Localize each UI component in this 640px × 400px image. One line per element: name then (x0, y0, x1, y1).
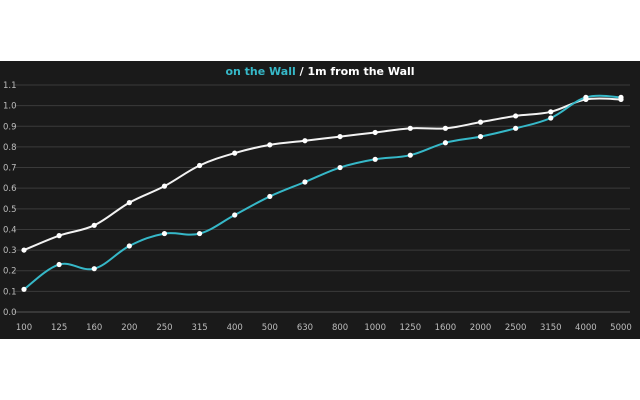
grid-lines (14, 84, 630, 313)
x-tick-label: 1600 (435, 323, 457, 333)
title-series-1m-from-wall: 1m from the Wall (307, 65, 415, 78)
series-line-1m-from-the-wall (23, 97, 622, 252)
series-lines (23, 94, 622, 291)
x-tick-label: 3150 (540, 323, 562, 333)
data-point-on-the-wall (267, 193, 273, 200)
data-point-on-the-wall (232, 212, 238, 218)
data-point-1m-from-the-wall (196, 162, 203, 169)
x-tick-label: 100 (16, 323, 32, 333)
data-point-1m-from-the-wall (337, 133, 343, 140)
series-points (21, 94, 624, 292)
x-tick-label: 630 (297, 323, 313, 333)
x-tick-label: 250 (156, 323, 172, 333)
x-tick-label: 2000 (470, 323, 492, 333)
data-point-on-the-wall (618, 94, 624, 100)
data-point-1m-from-the-wall (442, 125, 449, 131)
y-tick-label: 0.5 (3, 205, 17, 215)
data-point-1m-from-the-wall (56, 233, 62, 239)
x-tick-label: 160 (86, 323, 102, 333)
data-point-on-the-wall (513, 125, 519, 131)
y-tick-label: 1.1 (3, 81, 17, 91)
data-point-1m-from-the-wall (267, 142, 273, 148)
data-point-1m-from-the-wall (126, 200, 132, 206)
data-point-1m-from-the-wall (91, 222, 97, 228)
x-tick-label: 1000 (364, 323, 386, 333)
x-tick-label: 5000 (610, 323, 632, 333)
series-line-on-the-wall (23, 94, 622, 291)
data-point-1m-from-the-wall (407, 125, 413, 131)
data-point-on-the-wall (407, 152, 413, 158)
data-point-on-the-wall (548, 115, 554, 121)
y-tick-label: 0.1 (3, 287, 17, 297)
y-tick-label: 0.7 (3, 164, 17, 174)
x-tick-label: 500 (262, 323, 278, 333)
data-point-on-the-wall (161, 230, 168, 237)
data-point-on-the-wall (126, 243, 132, 249)
title-series-on-the-wall: on the Wall (225, 65, 296, 78)
data-point-on-the-wall (91, 266, 97, 272)
chart-title: on the Wall / 1m from the Wall (0, 65, 640, 78)
y-tick-label: 0.8 (3, 143, 17, 153)
x-tick-label: 315 (191, 323, 207, 333)
y-tick-label: 0.4 (3, 225, 17, 235)
y-tick-label: 0.2 (3, 267, 17, 277)
y-axis-ticks: 0.0 0.1 0.2 0.3 0.4 0.5 0.6 0.7 0.8 0.9 1.0 1.1 (3, 81, 17, 318)
data-point-on-the-wall (372, 156, 378, 162)
data-point-on-the-wall (442, 140, 449, 146)
y-tick-label: 0.0 (3, 308, 17, 318)
data-point-1m-from-the-wall (372, 129, 378, 136)
chart-panel: on the Wall / 1m from the Wall 0.0 0.1 0.2… (0, 61, 640, 339)
title-separator: / (295, 65, 308, 78)
data-point-1m-from-the-wall (161, 183, 168, 189)
y-tick-label: 1.0 (3, 102, 17, 112)
data-point-1m-from-the-wall (21, 247, 27, 253)
y-tick-label: 0.3 (3, 246, 17, 256)
x-tick-label: 125 (51, 323, 67, 333)
data-point-1m-from-the-wall (477, 119, 484, 125)
data-point-1m-from-the-wall (232, 150, 238, 156)
data-point-on-the-wall (302, 179, 308, 185)
data-point-on-the-wall (477, 133, 484, 140)
x-tick-label: 200 (121, 323, 137, 333)
y-tick-label: 0.9 (3, 122, 17, 132)
data-point-1m-from-the-wall (302, 138, 308, 144)
x-tick-label: 400 (227, 323, 243, 333)
data-point-on-the-wall (196, 230, 203, 237)
data-point-1m-from-the-wall (548, 109, 554, 115)
y-tick-label: 0.6 (3, 184, 17, 194)
x-axis-ticks: 100 125 160 200 250 315 400 500 630 800 1000 1250 16… (16, 323, 632, 333)
x-tick-label: 4000 (575, 323, 597, 333)
data-point-on-the-wall (583, 94, 589, 100)
data-point-on-the-wall (337, 164, 343, 171)
data-point-1m-from-the-wall (513, 113, 519, 119)
x-tick-label: 800 (332, 323, 348, 333)
data-point-on-the-wall (56, 261, 62, 268)
line-chart: 0.0 0.1 0.2 0.3 0.4 0.5 0.6 0.7 0.8 0.9 1.0 1.1 100… (3, 81, 632, 333)
data-point-on-the-wall (21, 286, 27, 292)
x-tick-label: 2500 (505, 323, 527, 333)
x-tick-label: 1250 (399, 323, 421, 333)
